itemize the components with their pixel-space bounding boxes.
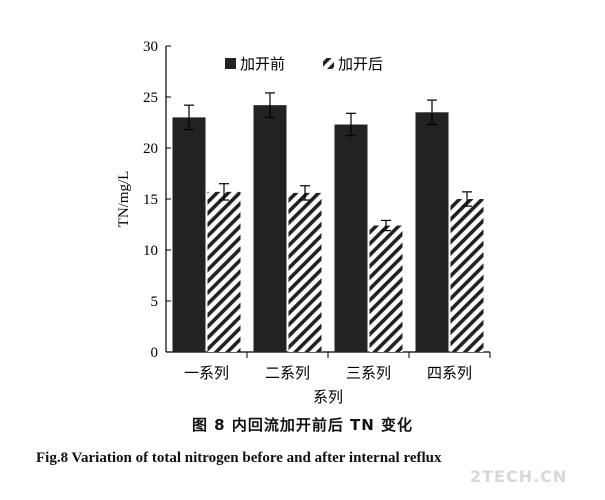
legend: 加开前 加开后 (225, 55, 383, 73)
error-bars-group (184, 92, 472, 232)
figure-caption-english: Fig.8 Variation of total nitrogen before… (36, 450, 442, 466)
y-axis-label: TN/mg/L (116, 171, 132, 228)
bar-before (415, 112, 449, 352)
bar-after (450, 199, 484, 352)
figure-caption-chinese: 图 8 内回流加开前后 TN 变化 (191, 416, 414, 434)
bar-before (172, 117, 206, 353)
legend-label: 加开后 (338, 55, 383, 73)
bar-after (369, 225, 403, 352)
x-tick-label: 一系列 (184, 364, 229, 382)
y-tick-label: 5 (151, 294, 159, 310)
y-tick-label: 30 (143, 39, 158, 55)
y-tick-label: 10 (143, 243, 158, 259)
y-tick-label: 15 (143, 192, 158, 208)
y-tick-label: 0 (151, 345, 159, 361)
y-tick-label: 20 (143, 141, 158, 157)
watermark-logo: 2TECH.CN (470, 467, 568, 486)
bar-before (253, 105, 287, 352)
bar-after (207, 191, 241, 352)
bars-group (172, 105, 484, 353)
legend-swatch (225, 58, 236, 69)
legend-swatch (323, 58, 334, 69)
x-tick-label: 二系列 (265, 364, 310, 382)
y-tick-label: 25 (143, 90, 158, 106)
bar-before (334, 124, 368, 352)
x-tick-label: 三系列 (346, 364, 391, 382)
x-axis-label: 系列 (313, 388, 343, 406)
legend-label: 加开前 (240, 55, 285, 73)
x-tick-label: 四系列 (427, 364, 472, 382)
bar-after (288, 192, 322, 352)
